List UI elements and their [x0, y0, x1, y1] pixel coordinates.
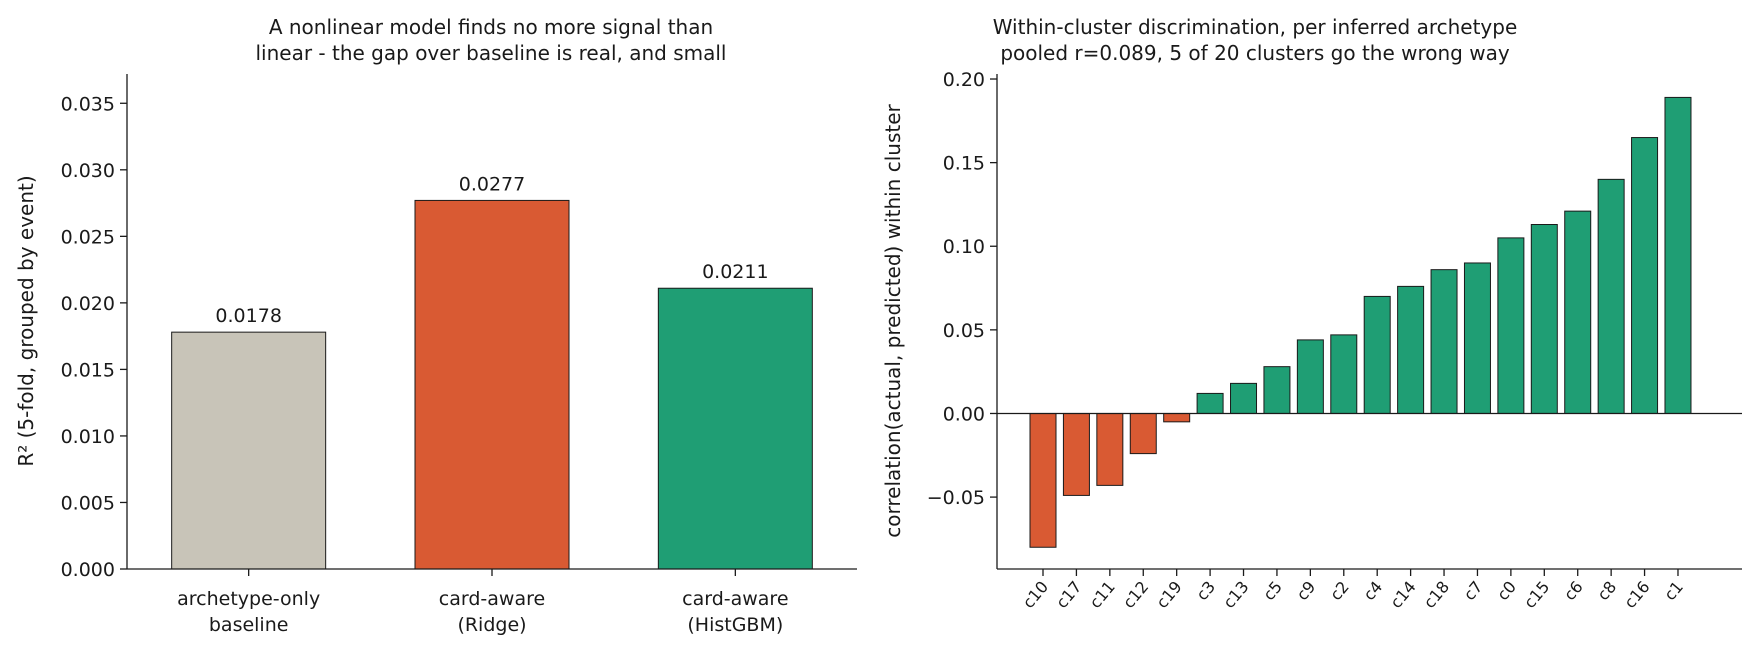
left-chart-title-line2: linear - the gap over baseline is real, … [256, 41, 727, 65]
left-bar-value-label: 0.0211 [702, 261, 768, 283]
right-x-tick-label: c16 [1620, 577, 1653, 612]
right-bar [1029, 412, 1057, 548]
right-x-tick-label: c10 [1019, 577, 1052, 612]
right-y-tick-label: 0.20 [943, 69, 985, 91]
right-y-tick-label: 0.10 [943, 236, 985, 258]
right-x-tick-label: c2 [1326, 577, 1353, 604]
left-x-tick-label: archetype-only [177, 588, 320, 610]
left-bar [414, 199, 570, 570]
right-x-tick-label: c5 [1259, 577, 1286, 604]
left-y-tick-label: 0.010 [61, 426, 115, 448]
right-bar [1664, 96, 1692, 414]
right-x-tick-label: c9 [1293, 577, 1320, 604]
left-chart-title-line1: A nonlinear model finds no more signal t… [269, 15, 713, 39]
right-bar [1564, 210, 1592, 414]
right-x-tick-label: c1 [1660, 577, 1687, 604]
left-y-tick-label: 0.015 [61, 359, 115, 381]
right-bar [1096, 412, 1124, 486]
right-bar [1062, 412, 1090, 496]
right-bar [1330, 334, 1358, 414]
right-x-axis-ticks: c10 c17 c11 c12 c19 c3 c13 c5 c9 c2 c4 c14 c18 c7 c0 c1… [1019, 569, 1687, 612]
left-x-tick-label: (HistGBM) [687, 614, 783, 636]
right-x-tick-label: c17 [1052, 577, 1085, 612]
left-bar [171, 331, 327, 570]
right-chart-title-line1: Within-cluster discrimination, per infer… [993, 15, 1518, 39]
left-bar-value-label: 0.0178 [215, 305, 281, 327]
right-bar [1597, 178, 1625, 414]
right-bar [1296, 339, 1324, 414]
right-x-tick-label: c12 [1119, 577, 1152, 612]
right-bars [1029, 96, 1692, 548]
right-x-tick-label: c0 [1493, 577, 1520, 604]
right-bar [1129, 412, 1157, 455]
right-x-tick-label: c18 [1420, 577, 1453, 612]
left-x-tick-label: card-aware [682, 588, 788, 610]
left-y-axis-label: R² (5-fold, grouped by event) [14, 175, 38, 466]
right-bar [1397, 285, 1425, 414]
left-y-tick-label: 0.030 [61, 160, 115, 182]
right-y-tick-label: 0.00 [943, 403, 985, 425]
right-y-tick-label: −0.05 [927, 487, 985, 509]
right-x-tick-label: c19 [1152, 577, 1185, 612]
right-chart: Within-cluster discrimination, per infer… [881, 15, 1742, 612]
right-bar [1497, 237, 1525, 414]
right-bar [1430, 269, 1458, 414]
right-y-tick-label: 0.15 [943, 153, 985, 175]
right-x-tick-label: c3 [1192, 577, 1219, 604]
left-x-tick-label: card-aware [439, 588, 545, 610]
right-x-tick-label: c14 [1386, 577, 1419, 612]
left-chart: A nonlinear model finds no more signal t… [14, 15, 857, 636]
left-y-tick-label: 0.020 [61, 293, 115, 315]
left-bar [657, 287, 813, 570]
left-x-axis-ticks: archetype-only baseline card-aware (Ridge) c… [177, 569, 789, 636]
left-y-tick-label: 0.000 [61, 559, 115, 581]
right-bar [1463, 262, 1491, 414]
right-x-tick-label: c7 [1460, 577, 1487, 604]
right-bar [1530, 224, 1558, 414]
right-bar [1196, 392, 1224, 414]
left-bars [171, 199, 813, 570]
left-x-tick-label: (Ridge) [457, 614, 526, 636]
left-y-tick-label: 0.005 [61, 492, 115, 514]
right-x-tick-label: c8 [1593, 577, 1620, 604]
left-y-tick-label: 0.035 [61, 93, 115, 115]
right-y-tick-label: 0.05 [943, 320, 985, 342]
right-bar [1163, 412, 1191, 423]
right-x-tick-label: c6 [1560, 577, 1587, 604]
left-value-labels: 0.0178 0.0277 0.0211 [215, 173, 768, 327]
right-bar [1230, 382, 1258, 414]
right-bar [1631, 137, 1659, 414]
right-bar [1363, 295, 1391, 414]
right-y-axis-ticks: −0.05 0.00 0.05 0.10 0.15 0.20 [927, 69, 997, 509]
right-y-axis-label: correlation(actual, predicted) within cl… [881, 103, 905, 537]
left-y-tick-label: 0.025 [61, 226, 115, 248]
right-x-tick-label: c11 [1086, 577, 1119, 612]
left-x-tick-label: baseline [209, 614, 289, 636]
right-x-tick-label: c13 [1219, 577, 1252, 612]
right-chart-title-line2: pooled r=0.089, 5 of 20 clusters go the … [1000, 41, 1510, 65]
right-bar [1263, 366, 1291, 414]
left-bar-value-label: 0.0277 [459, 173, 525, 195]
right-x-tick-label: c15 [1520, 577, 1553, 612]
right-x-tick-label: c4 [1360, 577, 1387, 604]
left-y-axis-ticks: 0.000 0.005 0.010 0.015 0.020 0.025 0.030 0.035 [61, 93, 127, 581]
